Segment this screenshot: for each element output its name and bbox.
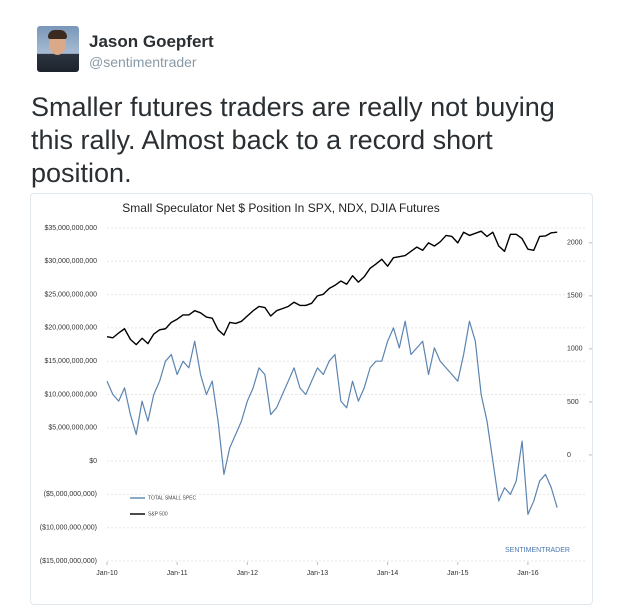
legend-label: TOTAL SMALL SPEC [148,495,196,501]
x-tick-label: Jan-15 [447,570,469,577]
y-tick-label: $20,000,000,000 [44,325,97,332]
x-tick-label: Jan-12 [237,570,259,577]
x-tick-label: Jan-10 [96,570,118,577]
user-name[interactable]: Jason Goepfert [89,32,214,51]
y-tick-label: $15,000,000,000 [44,358,97,365]
y-tick-label: $10,000,000,000 [44,391,97,398]
legend-label: S&P 500 [148,511,168,517]
series-line [106,320,558,515]
y-tick-label: ($15,000,000,000) [40,558,97,565]
chart-title: Small Speculator Net $ Position In SPX, … [122,201,439,215]
chart: Small Speculator Net $ Position In SPX, … [40,201,592,577]
y2-tick-label: 1500 [567,293,583,300]
y2-tick-label: 2000 [567,240,583,247]
y-tick-label: $30,000,000,000 [44,258,97,265]
y2-tick-label: 1000 [567,346,583,353]
y-tick-label: $0 [89,458,97,465]
y-tick-label: ($5,000,000,000) [44,491,97,498]
chart-card: Small Speculator Net $ Position In SPX, … [30,193,593,605]
y2-tick-label: 500 [567,399,579,406]
x-tick-label: Jan-13 [307,570,329,577]
tweet-text: Smaller futures traders are really not b… [31,92,555,188]
y2-tick-label: 0 [567,452,571,459]
avatar[interactable] [37,26,79,72]
user-handle[interactable]: @sentimentrader [89,54,197,70]
watermark: SENTIMENTRADER [505,547,570,554]
y-tick-label: $25,000,000,000 [44,291,97,298]
x-tick-label: Jan-11 [167,570,188,577]
y-tick-label: ($10,000,000,000) [40,525,97,532]
y-tick-label: $5,000,000,000 [48,425,97,432]
y-tick-label: $35,000,000,000 [44,225,97,232]
x-tick-label: Jan-14 [377,570,399,577]
series-line [106,230,558,346]
x-tick-label: Jan-16 [517,570,539,577]
